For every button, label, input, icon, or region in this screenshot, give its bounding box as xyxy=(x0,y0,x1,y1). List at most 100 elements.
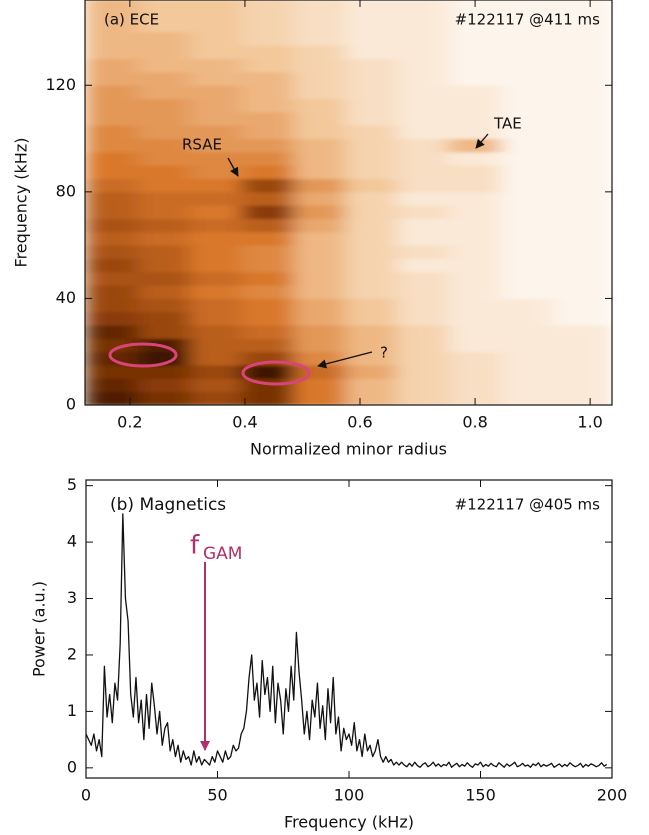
heatmap-cell xyxy=(396,71,450,86)
heatmap-cell xyxy=(448,44,502,60)
heatmap-cell xyxy=(85,204,140,219)
heatmap-cell xyxy=(189,324,243,339)
heatmap-cell xyxy=(500,191,554,206)
heatmap-cell xyxy=(189,71,243,86)
heatmap-cell xyxy=(345,377,398,393)
heatmap-cell xyxy=(138,324,191,339)
heatmap-cell xyxy=(293,98,347,113)
heatmap-cell xyxy=(85,138,140,153)
heatmap-cell xyxy=(241,44,295,60)
x-axis-label: Frequency (kHz) xyxy=(284,813,414,832)
heatmap-cell xyxy=(138,0,191,33)
heatmap-cell xyxy=(241,337,295,353)
y-tick-label: 80 xyxy=(56,181,76,200)
heatmap-cell xyxy=(189,377,243,393)
heatmap-cell xyxy=(396,58,450,73)
x-tick-label: 0.4 xyxy=(232,413,257,432)
heatmap-cell xyxy=(241,111,295,126)
heatmap-cell xyxy=(552,257,612,273)
heatmap-cell xyxy=(345,31,398,46)
heatmap-cell xyxy=(448,71,502,86)
heatmap-cell xyxy=(396,297,450,313)
heatmap-cell xyxy=(293,257,347,273)
heatmap-cell xyxy=(85,58,140,73)
heatmap-cell xyxy=(241,178,295,193)
annotation: ? xyxy=(380,344,388,362)
heatmap-cell xyxy=(345,84,398,100)
heatmap-cell xyxy=(138,178,191,193)
heatmap-cell xyxy=(293,191,347,206)
heatmap-cell xyxy=(241,391,295,405)
heatmap-cell xyxy=(396,271,450,286)
heatmap-cell xyxy=(500,31,554,46)
heatmap-cell xyxy=(396,351,450,366)
heatmap-cell xyxy=(396,0,450,33)
y-tick-label: 0 xyxy=(66,395,76,414)
heatmap-cell xyxy=(552,377,612,393)
heatmap-cell xyxy=(500,98,554,113)
heatmap-cell xyxy=(345,231,398,246)
heatmap-cell xyxy=(345,204,398,219)
heatmap-cell xyxy=(552,98,612,113)
heatmap-cell xyxy=(293,84,347,100)
heatmap-cell xyxy=(500,151,554,166)
heatmap-cell xyxy=(552,151,612,166)
heatmap-cell xyxy=(293,297,347,313)
heatmap-cell xyxy=(448,257,502,273)
plot-frame xyxy=(85,479,613,779)
heatmap-cell xyxy=(396,44,450,60)
heatmap-cell xyxy=(189,257,243,273)
heatmap-cell xyxy=(85,84,140,100)
heatmap-cell xyxy=(189,151,243,166)
heatmap-cell xyxy=(189,164,243,180)
arrow xyxy=(317,351,373,369)
heatmap-cell xyxy=(189,284,243,299)
heatmap-cell xyxy=(138,351,191,366)
heatmap-cell xyxy=(241,271,295,286)
heatmap-cell xyxy=(552,58,612,73)
annotation: (a) ECE xyxy=(104,11,159,29)
heatmap-cell xyxy=(500,111,554,126)
heatmap-cell xyxy=(189,84,243,100)
heatmap-cell xyxy=(293,44,347,60)
heatmap-cell xyxy=(293,337,347,353)
heatmap-cell xyxy=(552,178,612,193)
heatmap-cell xyxy=(138,257,191,273)
annotation: (b) Magnetics xyxy=(110,495,226,515)
heatmap-cell xyxy=(241,231,295,246)
heatmap-cell xyxy=(241,164,295,180)
heatmap-cell xyxy=(552,124,612,140)
heatmap-cell xyxy=(552,244,612,259)
heatmap-cell xyxy=(85,271,140,286)
heatmap-cell xyxy=(293,178,347,193)
annotation: RSAE xyxy=(182,136,222,154)
heatmap-cell xyxy=(500,271,554,286)
heatmap-cell xyxy=(241,138,295,153)
heatmap-cell xyxy=(448,311,502,326)
heatmap-cell xyxy=(293,151,347,166)
heatmap-cell xyxy=(345,44,398,60)
heatmap-cell xyxy=(396,377,450,393)
heatmap-cell xyxy=(448,98,502,113)
heatmap-cell xyxy=(293,311,347,326)
heatmap-cell xyxy=(189,178,243,193)
heatmap-cell xyxy=(396,178,450,193)
heatmap-cell xyxy=(500,351,554,366)
y-tick-label: 4 xyxy=(67,532,77,551)
heatmap-cell xyxy=(138,271,191,286)
heatmap-cell xyxy=(138,204,191,219)
heatmap-cell xyxy=(293,351,347,366)
heatmap-cell xyxy=(85,311,140,326)
heatmap-cell xyxy=(345,257,398,273)
arrow xyxy=(475,133,489,149)
heatmap-cell xyxy=(293,124,347,140)
heatmap-cell xyxy=(293,0,347,33)
heatmap-cell xyxy=(85,244,140,259)
fgam-subscript: GAM xyxy=(203,544,242,564)
heatmap-cell xyxy=(448,351,502,366)
x-tick-label: 0.2 xyxy=(117,413,142,432)
heatmap-cell xyxy=(396,337,450,353)
y-axis-label: Frequency (kHz) xyxy=(12,138,31,268)
heatmap-cell xyxy=(189,364,243,379)
